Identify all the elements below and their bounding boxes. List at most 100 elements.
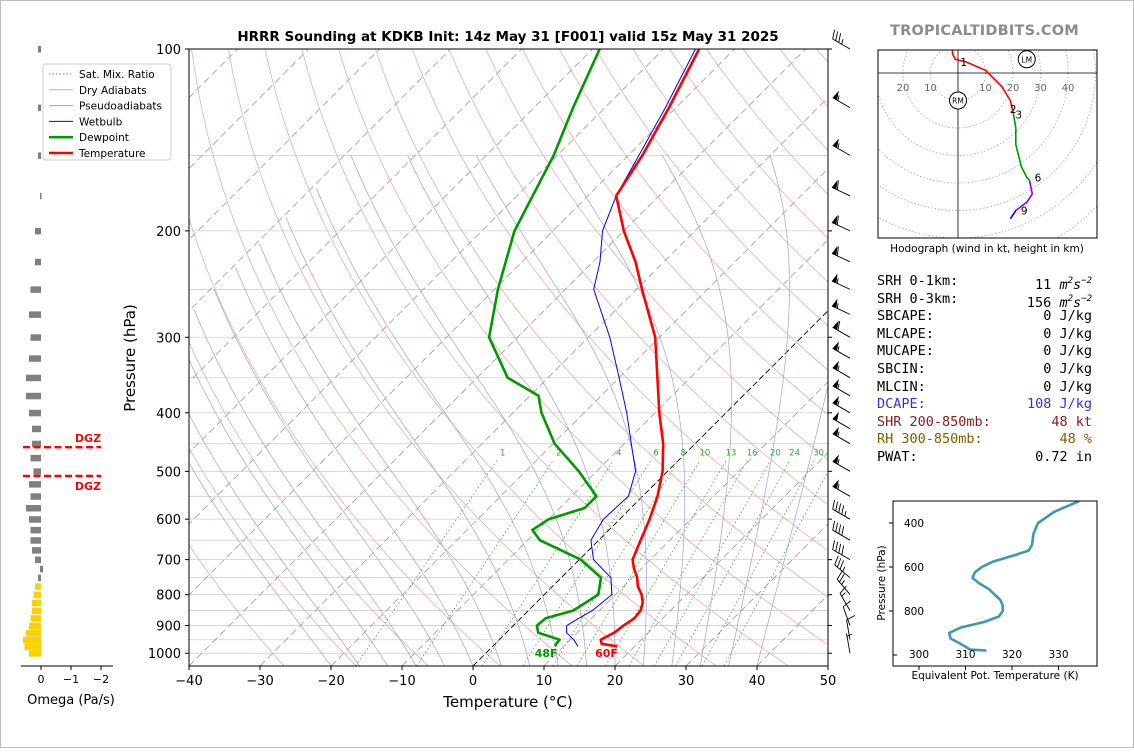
- isotherm-line: [118, 49, 735, 666]
- omega-bar: [29, 410, 41, 417]
- omega-bar: [40, 566, 43, 573]
- omega-x-tick-label: 0: [38, 673, 45, 686]
- param-dcape: DCAPE:108 J/kg: [877, 396, 1092, 414]
- pseudoadiabat-line: [236, 268, 473, 666]
- wind-barb: [833, 479, 855, 497]
- theta-e-x-tick-label: 320: [1002, 649, 1022, 661]
- mixing-ratio-line: [724, 461, 834, 666]
- wind-barb: [833, 360, 855, 378]
- wind-barb: [832, 214, 854, 231]
- hodo-height-label: 3: [1015, 109, 1022, 121]
- wind-barb: [832, 273, 854, 290]
- mixing-ratio-label: 1: [500, 448, 505, 458]
- param-label: SRH 0-3km:: [877, 291, 958, 309]
- mixing-ratio-line: [417, 461, 554, 666]
- omega-x-tick-label: −2: [93, 673, 109, 686]
- wind-barb: [833, 426, 855, 444]
- hodo-height-label: 9: [1021, 206, 1028, 218]
- omega-bar: [29, 650, 41, 657]
- omega-axis-label: Omega (Pa/s): [27, 693, 115, 708]
- wind-barb: [842, 601, 858, 626]
- omega-bar: [34, 592, 42, 599]
- surface-value-label: 60F: [595, 647, 618, 660]
- omega-bar: [31, 527, 42, 534]
- omega-bar: [29, 355, 41, 362]
- x-tick-label: −10: [388, 674, 415, 689]
- skewt-profiles: [489, 49, 699, 646]
- x-tick-label: −30: [246, 674, 273, 689]
- y-tick-label: 900: [156, 620, 181, 635]
- surface-value-label: 48F: [535, 647, 558, 660]
- wind-barb: [833, 411, 855, 429]
- hodo-tick-label: 10: [979, 83, 992, 94]
- y-tick-label: 600: [156, 513, 181, 528]
- storm-motion-label: LM: [1021, 55, 1032, 64]
- omega-bar: [31, 493, 42, 500]
- mixing-ratio-line: [654, 461, 770, 666]
- omega-bar: [32, 600, 41, 607]
- dry-adiabat-line: [302, 49, 788, 666]
- barb-staff: [833, 39, 850, 49]
- theta-e-y-label: Pressure (hPa): [876, 545, 888, 620]
- param-rh: RH 300-850mb:48 %: [877, 431, 1092, 449]
- barb-staff: [833, 509, 850, 519]
- mixing-ratio-label: 4: [616, 448, 621, 458]
- omega-bar: [31, 615, 42, 622]
- theta-e-x-tick-label: 300: [909, 649, 929, 661]
- pseudoadiabat-line: [286, 217, 530, 666]
- x-tick-label: 10: [536, 674, 553, 689]
- wind-barb: [833, 378, 855, 396]
- hodo-tick-label: 40: [1062, 83, 1075, 94]
- x-tick-label: 30: [678, 674, 695, 689]
- y-tick-label: 200: [156, 225, 181, 240]
- hodo-height-label: 6: [1035, 173, 1042, 185]
- wind-barb: [830, 540, 854, 559]
- omega-bar: [38, 46, 41, 53]
- param-mlcape: MLCAPE:0 J/kg: [877, 326, 1092, 344]
- dry-adiabat-line: [155, 49, 501, 666]
- omega-bar: [23, 637, 41, 644]
- theta-e-x-tick-label: 310: [955, 649, 975, 661]
- theta-e-x-label: Equivalent Pot. Temperature (K): [911, 670, 1078, 682]
- isotherm-line: [260, 49, 877, 666]
- legend-label: Pseudoadiabats: [79, 101, 162, 113]
- x-tick-label: 20: [607, 674, 624, 689]
- storm-motion-label: RM: [952, 97, 964, 106]
- omega-bar: [26, 393, 41, 400]
- omega-bar: [29, 311, 41, 318]
- hodograph-frame: [878, 50, 1097, 238]
- omega-bar: [31, 537, 42, 544]
- omega-bar: [35, 583, 41, 590]
- hodo-tick-label: 30: [1034, 83, 1047, 94]
- y-tick-label: 100: [156, 43, 181, 58]
- theta-e-x-tick-label: 330: [1048, 649, 1068, 661]
- theta-e-y-tick-label: 600: [904, 562, 924, 574]
- legend-label: Temperature: [78, 148, 146, 160]
- omega-bar: [29, 623, 41, 630]
- wind-barb: [839, 586, 858, 610]
- barb-staff: [833, 530, 850, 540]
- x-tick-label: 40: [749, 674, 766, 689]
- barb-flag: [832, 245, 840, 255]
- pseudoadiabat-line: [729, 155, 790, 666]
- barb-half: [841, 593, 846, 597]
- site-watermark: TROPICALTIDBITS.COM: [890, 23, 1079, 39]
- wind-barb: [833, 341, 855, 359]
- barb-flag: [832, 179, 840, 189]
- skewt-x-axis-label: Temperature (°C): [442, 693, 572, 711]
- mixing-ratio-line: [356, 461, 497, 666]
- omega-bar: [35, 259, 41, 266]
- barb-staff: [840, 593, 850, 610]
- omega-bar: [25, 644, 42, 651]
- wind-barb: [833, 138, 855, 156]
- mixing-ratio-label: 30: [813, 448, 824, 458]
- mixing-ratio-label: 24: [789, 448, 800, 458]
- skewt-plot-frame: [189, 49, 828, 666]
- omega-bar: [35, 228, 41, 235]
- omega-bar: [32, 608, 41, 615]
- pseudoadiabat-line: [476, 155, 646, 666]
